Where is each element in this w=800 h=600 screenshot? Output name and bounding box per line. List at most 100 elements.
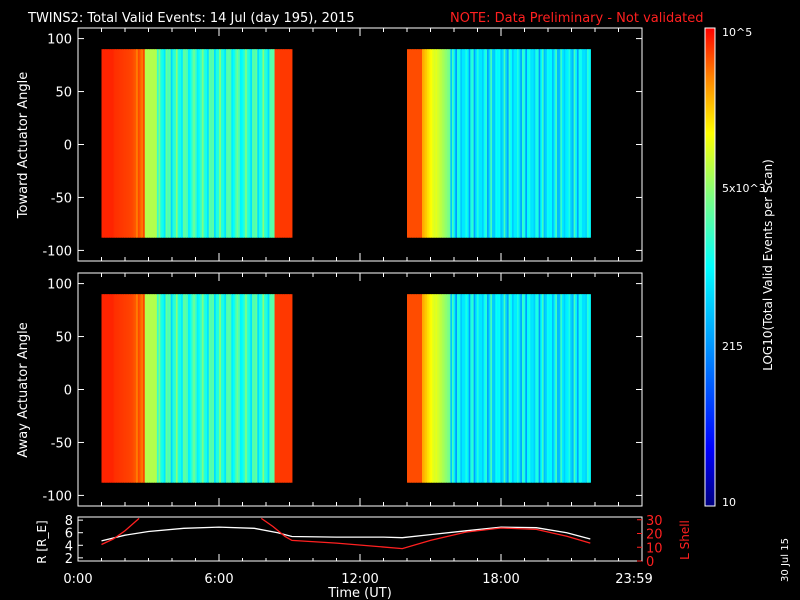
heatmap-column <box>448 294 451 483</box>
heatmap-column <box>483 294 486 483</box>
heatmap-column <box>255 294 258 483</box>
heatmap-column <box>576 49 580 238</box>
colorbar: 10^5 5x10^3 215 10 LOG10(Total Valid Eve… <box>704 26 775 509</box>
heatmap-column <box>265 49 269 238</box>
heatmap-column <box>262 294 265 483</box>
heatmap-column <box>255 49 258 238</box>
heatmap-column <box>443 294 446 483</box>
heatmap-column <box>132 294 135 483</box>
heatmap-column <box>129 49 132 238</box>
heatmap-column <box>508 294 511 483</box>
heatmap-column <box>215 294 219 483</box>
heatmap-column <box>425 49 428 238</box>
heatmap-column <box>427 294 430 483</box>
heatmap-column <box>566 294 570 483</box>
heatmap-column <box>466 294 470 483</box>
heatmap-column <box>408 294 411 483</box>
heatmap-column <box>555 294 558 483</box>
heatmap-column <box>417 49 420 238</box>
heatmap-column <box>480 294 483 483</box>
heatmap-column <box>110 294 113 483</box>
heatmap-column <box>181 49 184 238</box>
date-stamp: 30 Jul 15 <box>780 538 791 582</box>
heatmap-column <box>136 294 139 483</box>
heatmap-column <box>580 49 583 238</box>
heatmap-column <box>108 49 111 238</box>
heatmap-panel-away: 100 50 0 -50 -100 Away Actuator Angle <box>16 272 643 507</box>
heatmap-column <box>290 49 293 238</box>
heatmap-column <box>568 294 571 483</box>
heatmap-column <box>168 294 172 483</box>
heatmap-column <box>139 294 142 483</box>
plot-title: TWINS2: Total Valid Events: 14 Jul (day … <box>27 11 355 26</box>
heatmap-column <box>207 294 210 483</box>
x-tick-label: 0:00 <box>63 572 92 587</box>
heatmap-column <box>170 294 174 483</box>
heatmap-column <box>272 49 276 238</box>
lshell-tick-label: 0 <box>646 555 654 570</box>
heatmap-column <box>500 294 503 483</box>
heatmap-column <box>219 49 222 238</box>
y-tick-label: -50 <box>51 436 72 451</box>
heatmap-column <box>508 49 511 238</box>
heatmap-column <box>440 49 443 238</box>
heatmap-column <box>410 49 413 238</box>
heatmap-column <box>573 294 576 483</box>
heatmap-column <box>129 294 132 483</box>
colorbar-gradient <box>704 27 716 507</box>
heatmap-column <box>269 49 272 238</box>
heatmap-column <box>465 49 468 238</box>
heatmap-column <box>233 294 236 483</box>
heatmap-column <box>430 294 433 483</box>
heatmap-column <box>455 294 458 483</box>
heatmap-column <box>470 49 473 238</box>
colorbar-tick: 10 <box>722 496 736 509</box>
heatmap-column <box>450 294 453 483</box>
heatmap-column <box>475 294 478 483</box>
heatmap-column <box>264 49 267 238</box>
heatmap-column <box>246 294 250 483</box>
y-tick-label: 0 <box>64 384 72 399</box>
heatmap-column <box>476 49 480 238</box>
lshell-axis-label: L Shell <box>678 520 692 560</box>
heatmap-column <box>570 49 573 238</box>
heatmap-column <box>271 294 274 483</box>
heatmap-panel-toward: 100 50 0 -50 -100 Toward Actuator Angle <box>16 27 643 262</box>
heatmap-column <box>526 49 530 238</box>
heatmap-column <box>440 294 443 483</box>
heatmap-column <box>520 294 523 483</box>
heatmap-column <box>488 294 491 483</box>
lshell-series-line <box>260 517 591 550</box>
x-tick-label: 23:59 <box>615 572 652 587</box>
heatmap-column <box>233 49 236 238</box>
heatmap-column <box>213 49 217 238</box>
heatmap-column <box>580 294 583 483</box>
heatmap-column <box>257 49 260 238</box>
r-tick-label: 2 <box>65 552 73 567</box>
y-tick-label: 50 <box>55 331 72 346</box>
heatmap-column <box>212 49 215 238</box>
heatmap-column <box>518 49 521 238</box>
heatmap-column <box>113 49 116 238</box>
heatmap-column <box>490 49 493 238</box>
heatmap-column <box>175 49 179 238</box>
heatmap-column <box>219 294 222 483</box>
heatmap-column <box>466 49 470 238</box>
heatmap-column <box>433 294 436 483</box>
heatmap-column <box>175 294 179 483</box>
heatmap-column <box>258 294 262 483</box>
heatmap-column <box>566 49 570 238</box>
heatmap-column <box>441 49 445 238</box>
heatmap-column <box>153 294 156 483</box>
heatmap-column <box>184 294 187 483</box>
heatmap-column <box>130 49 134 238</box>
heatmap-column <box>412 49 415 238</box>
heatmap-column <box>124 294 127 483</box>
heatmap-column <box>191 294 194 483</box>
heatmap-column <box>110 49 113 238</box>
heatmap-column <box>134 294 137 483</box>
heatmap-column <box>252 294 255 483</box>
heatmap-column <box>553 294 556 483</box>
r-axis-label: R [R_E] <box>35 520 49 563</box>
heatmap-column <box>246 49 250 238</box>
